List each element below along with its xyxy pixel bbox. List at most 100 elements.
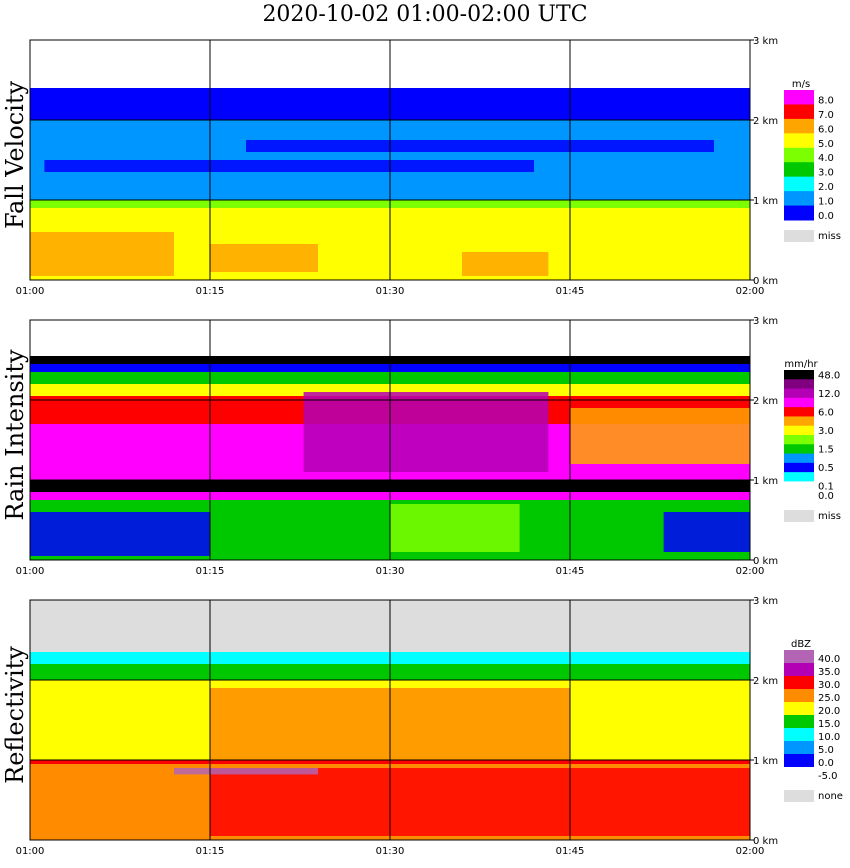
y-tick-label-1: 1 km bbox=[753, 196, 778, 207]
heatmap-patch-1 bbox=[390, 504, 520, 552]
legend-swatch-9 bbox=[784, 767, 814, 781]
heatmap-patch-3 bbox=[44, 160, 535, 172]
y-tick-label-0: 0 km bbox=[753, 556, 778, 567]
x-tick-label-3: 01:45 bbox=[556, 286, 585, 297]
legend-missing-label: miss bbox=[818, 231, 841, 242]
legend-swatch-6 bbox=[784, 728, 814, 742]
legend-swatch-8 bbox=[784, 444, 814, 455]
legend-swatch-5 bbox=[784, 416, 814, 427]
legend-swatch-9 bbox=[784, 453, 814, 464]
heatmap-patch-0 bbox=[30, 232, 174, 276]
legend-swatch-11 bbox=[784, 472, 814, 482]
legend-missing-swatch bbox=[784, 790, 814, 802]
x-tick-label-4: 02:00 bbox=[736, 846, 765, 857]
legend-swatch-2 bbox=[784, 676, 814, 690]
chart-title: 2020-10-02 01:00-02:00 UTC bbox=[262, 2, 588, 27]
legend-swatch-2 bbox=[784, 388, 814, 399]
legend-label-7: 1.0 bbox=[818, 197, 834, 208]
legend-swatch-7 bbox=[784, 741, 814, 755]
legend-swatch-4 bbox=[784, 407, 814, 417]
legend-label-8: 1.5 bbox=[818, 445, 834, 456]
x-tick-label-2: 01:30 bbox=[376, 846, 405, 857]
rain-intensity-panel: Rain Intensity 01:00 01:15 01:30 01:45 02:00… bbox=[0, 300, 850, 580]
x-tick-label-0: 01:00 bbox=[16, 846, 45, 857]
legend-swatch-12 bbox=[784, 481, 814, 492]
heatmap-patch-2 bbox=[303, 392, 549, 472]
legend-swatch-0 bbox=[784, 650, 814, 664]
heatmap-patch-3 bbox=[570, 408, 750, 464]
legend-label-3: 5.0 bbox=[818, 139, 834, 150]
legend-swatch-8 bbox=[784, 754, 814, 768]
legend-label-2: 30.0 bbox=[818, 680, 840, 691]
legend-label-5: 3.0 bbox=[818, 168, 834, 179]
legend-label-6: 2.0 bbox=[818, 182, 834, 193]
x-tick-label-2: 01:30 bbox=[376, 566, 405, 577]
y-tick-label-3: 3 km bbox=[753, 596, 778, 607]
x-tick-label-4: 02:00 bbox=[736, 566, 765, 577]
legend-label-3: 25.0 bbox=[818, 693, 840, 704]
legend-label-5: 15.0 bbox=[818, 719, 840, 730]
legend-label-6: 10.0 bbox=[818, 732, 840, 743]
legend-label-0: 8.0 bbox=[818, 95, 834, 106]
legend-label-8: 0.0 bbox=[818, 758, 834, 769]
legend-swatch-13 bbox=[784, 490, 814, 501]
y-tick-label-0: 0 km bbox=[753, 836, 778, 847]
legend-swatch-1 bbox=[784, 663, 814, 677]
legend-label-6: 3.0 bbox=[818, 426, 834, 437]
x-tick-label-1: 01:15 bbox=[196, 566, 225, 577]
y-tick-label-2: 2 km bbox=[753, 116, 778, 127]
x-tick-label-0: 01:00 bbox=[16, 566, 45, 577]
legend-label-2: 12.0 bbox=[818, 389, 840, 400]
legend-label-2: 6.0 bbox=[818, 124, 834, 135]
legend-missing-swatch bbox=[784, 230, 814, 242]
legend-label-4: 6.0 bbox=[818, 407, 834, 418]
y-tick-label-0: 0 km bbox=[753, 276, 778, 287]
y-tick-label-3: 3 km bbox=[753, 36, 778, 47]
x-tick-label-4: 02:00 bbox=[736, 286, 765, 297]
rain-intensity-plot: 01:00 01:15 01:30 01:45 02:000 km 1 km 2 km 3 k… bbox=[16, 316, 841, 577]
legend-missing-label: none bbox=[818, 791, 843, 802]
legend-label-4: 4.0 bbox=[818, 153, 834, 164]
x-tick-label-1: 01:15 bbox=[196, 286, 225, 297]
legend-label-12: 0.1 bbox=[818, 482, 834, 493]
x-tick-label-2: 01:30 bbox=[376, 286, 405, 297]
reflectivity-panel: Reflectivity 01:00 01:15 01:30 01:45 02:00 0 … bbox=[0, 580, 850, 860]
legend-swatch-8 bbox=[784, 205, 814, 221]
legend-missing-swatch bbox=[784, 510, 814, 522]
legend-swatch-6 bbox=[784, 425, 814, 436]
legend-swatch-10 bbox=[784, 462, 814, 473]
heatmap-patch-0 bbox=[30, 512, 210, 556]
fall-velocity-plot: 01:00 01:15 01:30 01:45 02:000 km 1 km 2 km 3 k… bbox=[16, 36, 841, 297]
legend-swatch-7 bbox=[784, 435, 814, 445]
legend-label-4: 20.0 bbox=[818, 706, 840, 717]
legend-unit: m/s bbox=[792, 79, 810, 90]
y-tick-label-2: 2 km bbox=[753, 396, 778, 407]
legend-missing-label: miss bbox=[818, 511, 841, 522]
legend-label-1: 35.0 bbox=[818, 667, 840, 678]
legend-swatch-7 bbox=[784, 191, 814, 207]
heatmap-patch-2 bbox=[462, 252, 549, 276]
legend-unit: dBZ bbox=[791, 639, 811, 650]
x-tick-label-1: 01:15 bbox=[196, 846, 225, 857]
legend-label-8: 0.0 bbox=[818, 211, 834, 222]
y-tick-label-3: 3 km bbox=[753, 316, 778, 327]
legend-swatch-3 bbox=[784, 689, 814, 703]
heatmap-patch-4 bbox=[663, 512, 750, 552]
legend-swatch-4 bbox=[784, 702, 814, 716]
legend-label-1: 7.0 bbox=[818, 110, 834, 121]
legend-unit: mm/hr bbox=[784, 359, 818, 370]
legend-swatch-6 bbox=[784, 176, 814, 192]
legend-swatch-2 bbox=[784, 118, 814, 134]
reflectivity-plot: 01:00 01:15 01:30 01:45 02:000 km 1 km 2 km 3 k… bbox=[16, 596, 843, 857]
legend-swatch-0 bbox=[784, 370, 814, 380]
legend-swatch-3 bbox=[784, 397, 814, 408]
legend-label-0: 40.0 bbox=[818, 654, 840, 665]
heatmap-patch-0 bbox=[210, 768, 750, 836]
x-tick-label-3: 01:45 bbox=[556, 846, 585, 857]
heatmap-patch-3 bbox=[642, 712, 750, 752]
legend-label-10: 0.5 bbox=[818, 463, 834, 474]
legend-label-0: 48.0 bbox=[818, 370, 840, 381]
legend-label-13: 0.0 bbox=[818, 491, 834, 502]
legend-swatch-5 bbox=[784, 715, 814, 729]
legend-swatch-3 bbox=[784, 133, 814, 149]
